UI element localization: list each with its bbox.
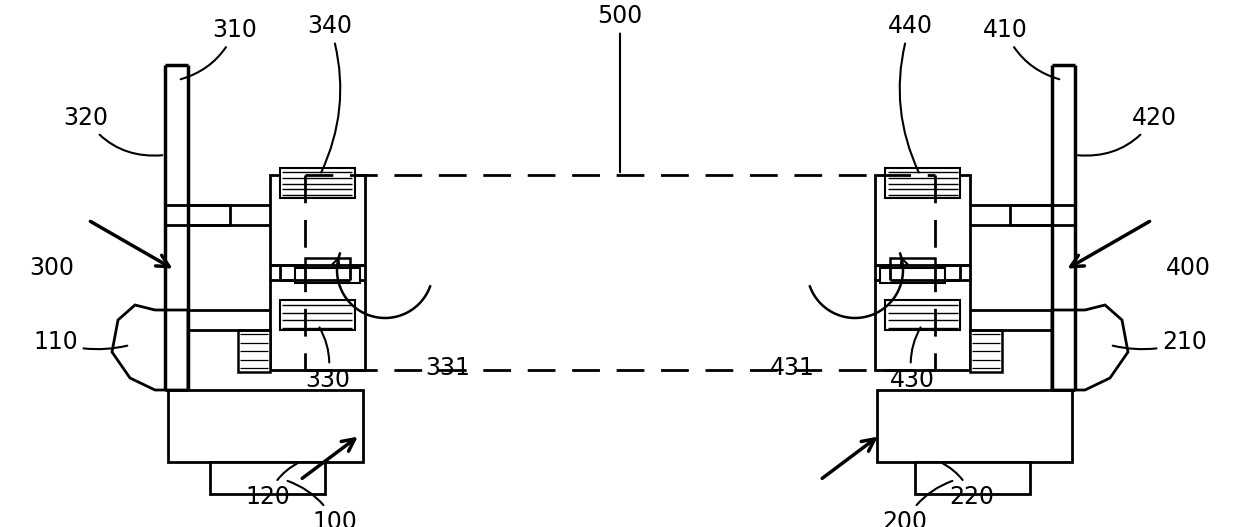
- Bar: [885, 168, 960, 198]
- Bar: [885, 300, 960, 330]
- Polygon shape: [112, 305, 188, 390]
- Bar: [875, 280, 970, 370]
- Bar: [270, 280, 365, 370]
- Bar: [875, 175, 970, 265]
- Bar: [305, 258, 350, 280]
- Bar: [280, 300, 355, 330]
- Bar: [210, 462, 325, 494]
- Text: 420: 420: [1078, 106, 1177, 155]
- Text: 200: 200: [883, 481, 952, 527]
- Bar: [890, 258, 935, 280]
- Bar: [270, 175, 365, 265]
- Text: 500: 500: [598, 4, 642, 172]
- Polygon shape: [1052, 305, 1128, 390]
- Bar: [915, 462, 1030, 494]
- Text: 410: 410: [982, 18, 1059, 79]
- Text: 340: 340: [308, 14, 352, 172]
- Bar: [238, 330, 270, 372]
- Bar: [167, 390, 363, 462]
- Text: 110: 110: [33, 330, 128, 354]
- Bar: [280, 168, 355, 198]
- Text: 220: 220: [942, 463, 994, 509]
- Text: 100: 100: [288, 481, 357, 527]
- Bar: [880, 268, 945, 283]
- Bar: [970, 330, 1002, 372]
- Text: 310: 310: [181, 18, 258, 79]
- Text: 120: 120: [246, 463, 298, 509]
- Text: 331: 331: [425, 356, 470, 380]
- Text: 440: 440: [888, 14, 932, 172]
- Text: 210: 210: [1112, 330, 1207, 354]
- Bar: [295, 268, 360, 283]
- Text: 431: 431: [770, 356, 815, 380]
- Text: 330: 330: [305, 327, 350, 392]
- Text: 300: 300: [30, 256, 74, 280]
- Bar: [877, 390, 1073, 462]
- Text: 400: 400: [1166, 256, 1210, 280]
- Text: 430: 430: [890, 327, 935, 392]
- Text: 320: 320: [63, 106, 162, 155]
